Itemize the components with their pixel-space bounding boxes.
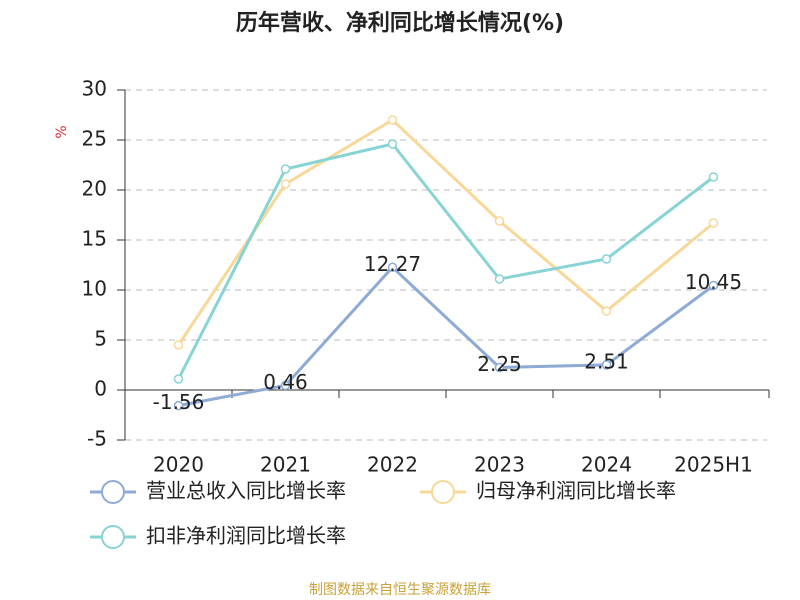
x-tick-label: 2024	[581, 453, 632, 477]
y-tick-label: 10	[82, 277, 107, 301]
series-line	[177, 142, 715, 380]
data-label: 0.46	[263, 370, 308, 394]
y-axis-label: %	[54, 125, 70, 138]
point	[173, 400, 184, 411]
data-label: 10.45	[685, 270, 742, 294]
x-tick-label: 2021	[260, 453, 311, 477]
series-line	[177, 118, 715, 346]
point	[494, 274, 505, 284]
y-tick-label: 25	[82, 127, 107, 151]
x-tick-label: 2020	[153, 453, 204, 477]
data-label: 2.25	[477, 352, 522, 376]
source: 制图数据来自恒生聚源数据库	[309, 582, 491, 598]
point	[494, 216, 505, 226]
point	[708, 218, 719, 228]
y-tick-label: -5	[87, 427, 107, 451]
point	[280, 179, 291, 189]
y-tick-label: 0	[94, 377, 107, 401]
point	[173, 340, 184, 350]
point	[601, 254, 612, 264]
point	[173, 374, 184, 384]
point	[601, 360, 612, 370]
legend-label: 扣非净利润同比增长率	[146, 524, 346, 548]
point	[708, 172, 719, 182]
point	[494, 362, 505, 373]
x-tick-label: 2023	[474, 453, 525, 477]
point	[280, 164, 291, 174]
legend-label: 归母净利润同比增长率	[476, 479, 676, 503]
point	[387, 115, 398, 125]
point	[601, 306, 612, 316]
y-tick-label: 5	[94, 327, 107, 351]
x-tick-label: 2022	[367, 453, 418, 477]
legend-marker	[431, 480, 455, 504]
point	[280, 380, 291, 391]
data-label: 2.51	[584, 349, 629, 373]
x-tick-label: 2025H1	[674, 453, 753, 477]
y-tick-label: 15	[82, 227, 107, 251]
point	[387, 139, 398, 149]
series-line	[178, 265, 715, 408]
legend-marker	[101, 480, 125, 504]
point	[387, 262, 398, 273]
point	[708, 280, 719, 291]
legend-marker	[101, 525, 125, 549]
data-label: -1.56	[153, 390, 205, 414]
chart-title: 历年营收、净利同比增长情况(%)	[236, 10, 564, 36]
y-tick-label: 30	[82, 77, 107, 101]
legend-label: 营业总收入同比增长率	[146, 479, 346, 503]
data-label: 12.27	[364, 252, 421, 276]
y-tick-label: 20	[82, 177, 107, 201]
